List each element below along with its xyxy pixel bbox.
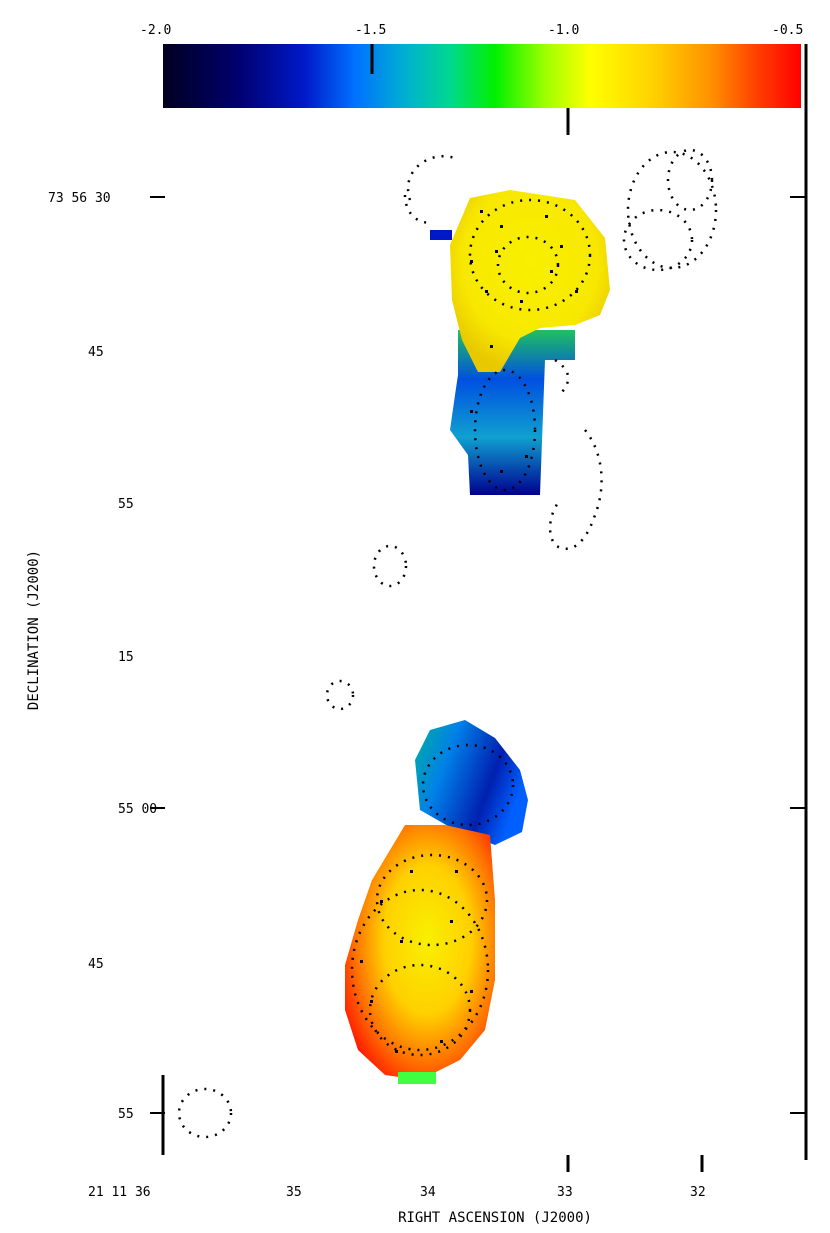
south-lobe-base <box>398 1072 436 1084</box>
y-tick-label: 45 <box>88 957 104 972</box>
north-lobe <box>430 190 610 495</box>
y-ticks <box>150 196 806 1114</box>
x-tick-label: 35 <box>286 1185 302 1200</box>
x-tick-label: 34 <box>420 1185 436 1200</box>
colorbar-tick-label: -0.5 <box>772 23 803 38</box>
colorbar-tick-label: -2.0 <box>140 23 171 38</box>
south-lobe <box>345 720 528 1084</box>
colorbar-gradient <box>163 44 801 108</box>
x-tick-label: 21 11 36 <box>88 1185 151 1200</box>
colorbar: -2.0 -1.5 -1.0 -0.5 <box>140 23 803 135</box>
y-tick-label: 73 56 30 <box>48 191 111 206</box>
contours <box>177 148 718 1139</box>
x-axis-title: RIGHT ASCENSION (J2000) <box>398 1210 592 1226</box>
north-lobe-tail <box>450 330 575 495</box>
north-lobe-edge <box>430 230 452 240</box>
y-tick-label: 55 <box>118 497 134 512</box>
y-tick-label: 15 <box>118 650 134 665</box>
x-ticks <box>566 1155 704 1172</box>
contour-dots <box>360 210 578 1053</box>
y-tick-label: 45 <box>88 345 104 360</box>
south-lobe-body <box>345 825 495 1080</box>
y-tick-label: 55 <box>118 1107 134 1122</box>
y-tick-label: 55 00 <box>118 802 157 817</box>
colorbar-tick-label: -1.5 <box>355 23 386 38</box>
north-lobe-head <box>450 190 610 372</box>
x-tick-label: 32 <box>690 1185 706 1200</box>
south-lobe-cap <box>415 720 528 845</box>
plot-frame <box>161 44 808 1160</box>
y-axis-title: DECLINATION (J2000) <box>26 550 42 710</box>
colorbar-tick-label: -1.0 <box>548 23 579 38</box>
x-tick-label: 33 <box>557 1185 573 1200</box>
